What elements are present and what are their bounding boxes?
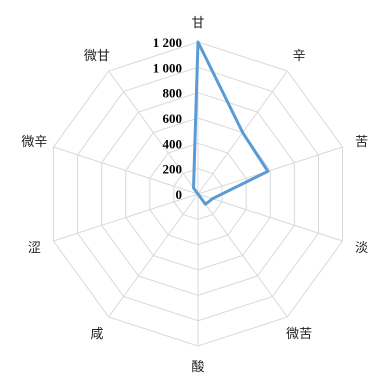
radar-series	[192, 40, 270, 206]
tick-label-6: 1 200	[153, 35, 182, 50]
spoke-8	[53, 146, 199, 195]
radar-spokes	[53, 42, 343, 346]
category-label-3: 淡	[355, 241, 368, 256]
category-label-0: 甘	[191, 16, 204, 31]
radial-tick-labels: 0 200 400 600 800 1 000 1 200	[153, 35, 182, 202]
tick-label-0: 0	[176, 187, 183, 202]
series-line-0	[192, 40, 270, 206]
spoke-9	[108, 70, 199, 195]
category-label-6: 咸	[90, 327, 103, 342]
category-label-2: 苦	[355, 134, 368, 150]
category-label-7: 涩	[28, 241, 41, 256]
tick-label-1: 200	[163, 162, 183, 177]
spoke-6	[108, 193, 199, 318]
tick-label-2: 400	[163, 136, 183, 151]
category-label-4: 微苦	[286, 326, 312, 342]
tick-label-4: 800	[163, 86, 183, 101]
spoke-4	[197, 193, 288, 318]
tick-label-3: 600	[163, 111, 183, 126]
spoke-2	[197, 146, 343, 195]
tick-label-5: 1 000	[153, 60, 182, 75]
spoke-3	[197, 193, 343, 242]
spoke-7	[53, 193, 199, 242]
category-label-1: 辛	[293, 49, 306, 64]
category-label-5: 酸	[191, 360, 204, 375]
category-label-9: 微甘	[84, 49, 110, 64]
category-label-8: 微辛	[21, 135, 47, 150]
